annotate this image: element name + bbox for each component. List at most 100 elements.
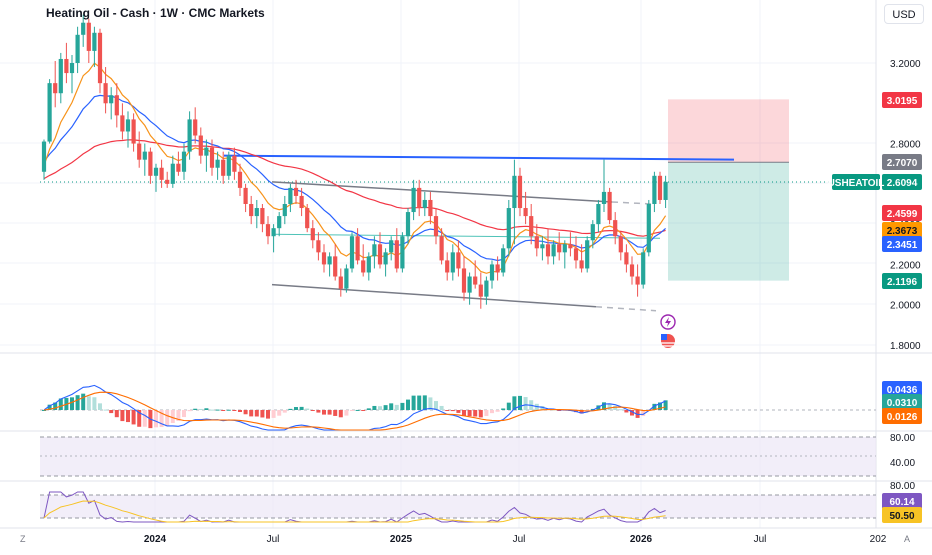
macd-histogram-bar xyxy=(92,397,97,410)
channel-bottom-line[interactable] xyxy=(271,283,597,308)
candle-body xyxy=(53,83,58,94)
rsi-pane[interactable] xyxy=(40,491,876,523)
candle-body xyxy=(663,181,668,200)
macd-histogram-bar xyxy=(198,408,203,410)
candle-body xyxy=(568,244,573,249)
candle-body xyxy=(221,159,226,176)
candle-body xyxy=(103,83,108,104)
candle-body xyxy=(198,135,203,156)
macd-histogram-bar xyxy=(204,408,209,410)
lightning-glyph xyxy=(665,317,671,327)
resistance-trendline[interactable] xyxy=(223,154,735,161)
candle-body xyxy=(41,141,47,172)
candle-body xyxy=(148,151,153,176)
long-position-tool[interactable] xyxy=(40,99,876,281)
macd-label-0: 0.0436 xyxy=(887,385,918,396)
price-label-1: 2.7070 xyxy=(887,158,918,169)
macd-histogram-bar xyxy=(271,410,276,418)
candle-body xyxy=(607,191,612,221)
macd-histogram-bar xyxy=(327,410,332,415)
ema-short-line xyxy=(43,62,667,274)
price-label-4: 2.3673 xyxy=(887,226,918,237)
candle-body xyxy=(75,34,80,63)
candle-body xyxy=(433,216,439,237)
candle-body xyxy=(176,163,181,172)
candle-body xyxy=(254,208,259,217)
candle-body xyxy=(193,119,198,136)
macd-label-1: 0.0310 xyxy=(887,398,918,409)
candle-body xyxy=(97,32,103,84)
macd-histogram-bar xyxy=(361,410,366,411)
horizontal-mid-line[interactable] xyxy=(271,233,661,239)
macd-histogram-bar xyxy=(142,410,147,427)
moving-averages xyxy=(43,62,667,274)
candle-body xyxy=(456,252,461,269)
candle-body xyxy=(237,171,243,188)
macd-pane[interactable] xyxy=(40,384,876,431)
macd-histogram-bar xyxy=(624,410,629,413)
candle-body xyxy=(529,216,534,237)
macd-histogram-bar xyxy=(333,410,338,416)
candle-body xyxy=(338,276,343,289)
macd-histogram-bar xyxy=(490,410,494,414)
candle-body xyxy=(489,264,495,281)
candle-body xyxy=(226,155,231,176)
price-tick-label: 1.8000 xyxy=(890,341,921,352)
candle-body xyxy=(114,95,119,116)
macd-histogram-bar xyxy=(114,410,119,418)
macd-histogram-bar xyxy=(495,410,500,412)
candle-body xyxy=(517,175,523,209)
time-axis[interactable]: 2024 Jul 2025 Jul 2026 Jul 202 Z A xyxy=(20,534,910,545)
candle-body xyxy=(159,167,164,180)
macd-label-0-bg xyxy=(882,381,922,397)
candle-body xyxy=(450,252,455,273)
macd-histogram-bar xyxy=(366,408,371,410)
macd-histogram-bar xyxy=(473,410,478,417)
macd-histogram-bar xyxy=(389,403,394,410)
candle-body xyxy=(243,187,248,204)
macd-histogram-bar xyxy=(523,397,528,410)
candle-body xyxy=(596,204,601,225)
macd-histogram-bar xyxy=(394,404,399,410)
candle-body xyxy=(299,195,304,209)
candle-body xyxy=(142,151,147,160)
candle-body xyxy=(215,159,220,168)
candle-body xyxy=(131,119,136,144)
macd-histogram-bar xyxy=(518,395,522,410)
macd-histogram-bar xyxy=(109,410,114,414)
time-tick-label: 2026 xyxy=(630,534,653,545)
candle-body xyxy=(590,224,595,241)
macd-histogram-bar xyxy=(417,395,422,410)
ema-mid-line xyxy=(43,94,666,262)
position-stop-zone[interactable] xyxy=(668,162,789,281)
candle-body xyxy=(646,204,651,253)
channel-bottom-extension xyxy=(595,305,657,312)
candle-body xyxy=(461,268,467,293)
macd-histogram-bar xyxy=(277,410,282,416)
event-icons[interactable] xyxy=(660,314,676,348)
candle-body xyxy=(601,191,607,204)
candle-body xyxy=(125,119,131,132)
macd-histogram-bar xyxy=(540,406,545,410)
position-target-zone[interactable] xyxy=(668,99,789,163)
macd-histogram-bar xyxy=(170,410,175,424)
macd-histogram-bar xyxy=(282,410,287,413)
currency-selector[interactable]: USD xyxy=(884,4,924,24)
candle-body xyxy=(204,147,209,156)
macd-label-2: 0.0126 xyxy=(887,412,918,423)
macd-histogram-bar xyxy=(86,396,91,410)
candle-body xyxy=(573,248,579,261)
timezone-toggle[interactable]: Z xyxy=(20,534,26,544)
macd-histogram-bar xyxy=(501,408,506,410)
candle-body xyxy=(153,167,159,176)
rsi-tick-label: 80.00 xyxy=(890,481,915,492)
auto-scale-toggle[interactable]: A xyxy=(904,534,910,544)
stoch-pane[interactable] xyxy=(40,436,876,477)
candle-body xyxy=(58,58,63,94)
channel-top-line[interactable] xyxy=(271,181,613,203)
trendline-drawings[interactable] xyxy=(223,154,735,312)
rsi-value-label: 60.14 xyxy=(889,497,914,508)
macd-histogram-bar xyxy=(47,404,52,410)
